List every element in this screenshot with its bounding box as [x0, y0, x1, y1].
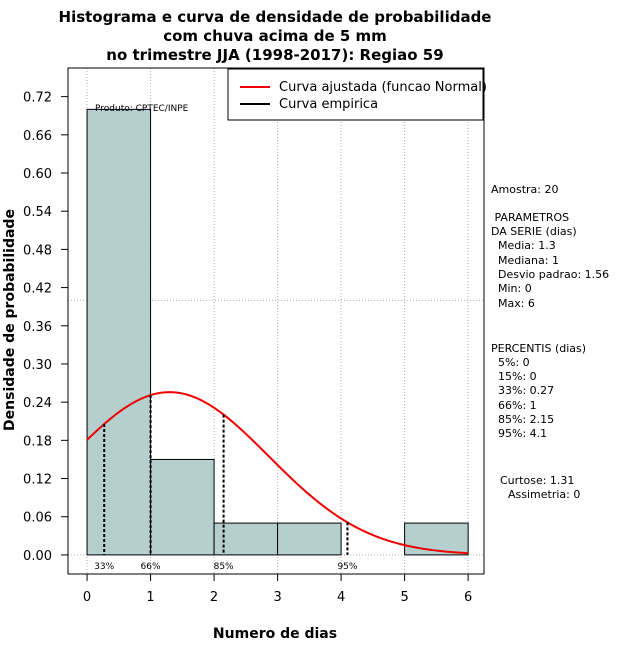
x-tick-label-2: 2: [210, 590, 218, 605]
y-tick-label-0.54: 0.54: [23, 205, 52, 220]
percentile-label-85: 85%: [214, 562, 234, 572]
y-tick-label-0.30: 0.30: [23, 358, 52, 373]
chart-title-line-3: no trimestre JJA (1998-2017): Regiao 59: [106, 46, 443, 64]
plot-border: [67, 67, 485, 575]
stat-percentis-title: PERCENTIS (dias): [491, 342, 586, 355]
stat-min: Min: 0: [491, 282, 532, 295]
stat-p95: 95%: 4.1: [491, 427, 547, 440]
stat-parametros-title-1: PARAMETROS: [491, 211, 569, 224]
legend: Curva ajustada (funcao Normal) Curva emp…: [227, 68, 487, 121]
chart-title-line-1: Histograma e curva de densidade de proba…: [59, 8, 492, 26]
histogram-bar-3: [277, 522, 342, 556]
x-tick-label-5: 5: [400, 590, 408, 605]
y-tick-label-0.24: 0.24: [23, 396, 52, 411]
stat-p33: 33%: 0.27: [491, 384, 554, 397]
y-tick-label-0.18: 0.18: [23, 434, 52, 449]
legend-box: [227, 68, 484, 121]
stat-desvio: Desvio padrao: 1.56: [491, 268, 609, 281]
stat-parametros-title-2: DA SERIE (dias): [491, 225, 577, 238]
x-tick-label-4: 4: [337, 590, 345, 605]
histogram-bar-0: [86, 108, 152, 556]
y-tick-label-0.06: 0.06: [23, 511, 52, 526]
x-tick-label-1: 1: [146, 590, 154, 605]
legend-label-normal: Curva ajustada (funcao Normal): [279, 80, 487, 95]
stats-panel: Amostra: 20 PARAMETROS DA SERIE (dias) M…: [491, 183, 609, 501]
histogram-bar-1: [150, 458, 215, 556]
stat-curtose: Curtose: 1.31: [500, 474, 574, 487]
y-tick-label-0.60: 0.60: [23, 167, 52, 182]
x-axis-title: Numero de dias: [213, 626, 337, 642]
stat-max: Max: 6: [491, 297, 535, 310]
stat-p66: 66%: 1: [491, 399, 537, 412]
y-tick-label-0.00: 0.00: [23, 549, 52, 564]
percentile-label-95: 95%: [337, 562, 357, 572]
y-tick-label-0.12: 0.12: [23, 473, 52, 488]
y-tick-label-0.42: 0.42: [23, 282, 52, 297]
bars-layer: [86, 108, 469, 556]
axis-layer: 0 1 2 3 4 5 6 0.00 0.06 0.12 0.18 0.24 0.30 0.36 0.42 0…: [23, 91, 472, 605]
y-axis-title: Densidade de probabilidade: [2, 209, 18, 431]
y-tick-label-0.36: 0.36: [23, 320, 52, 335]
y-tick-label-0.66: 0.66: [23, 129, 52, 144]
percentile-label-66: 66%: [141, 562, 161, 572]
y-tick-label-0.72: 0.72: [23, 91, 52, 106]
x-tick-label-6: 6: [464, 590, 472, 605]
stat-amostra: Amostra: 20: [491, 183, 558, 196]
stat-mediana: Mediana: 1: [491, 254, 559, 267]
stat-media: Media: 1.3: [491, 239, 556, 252]
stat-assimetria: Assimetria: 0: [508, 488, 580, 501]
y-tick-label-0.48: 0.48: [23, 243, 52, 258]
stat-p85: 85%: 2.15: [491, 413, 554, 426]
percentile-label-33: 33%: [94, 562, 114, 572]
x-tick-label-0: 0: [83, 590, 91, 605]
x-tick-label-3: 3: [273, 590, 281, 605]
produto-label: Produto: CPTEC/INPE: [95, 104, 189, 114]
legend-label-empirica: Curva empirica: [279, 97, 378, 112]
chart-title-line-2: com chuva acima de 5 mm: [163, 27, 387, 45]
percentile-layer: 33% 66% 85% 95%: [94, 395, 358, 572]
stat-p5: 5%: 0: [491, 356, 530, 369]
stat-p15: 15%: 0: [491, 370, 537, 383]
